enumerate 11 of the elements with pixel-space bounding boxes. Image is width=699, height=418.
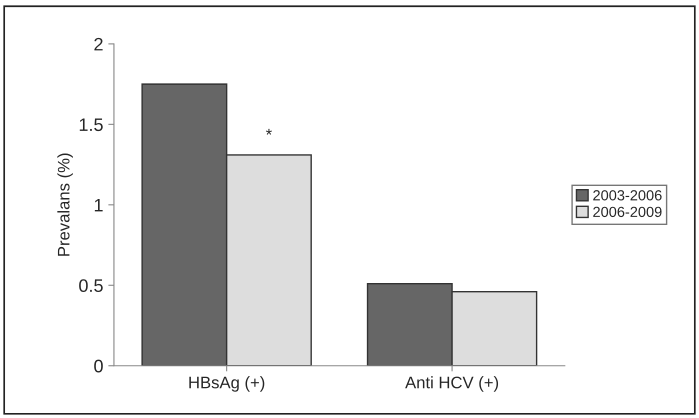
y-tick-label: 2 xyxy=(94,38,103,50)
y-axis-title: Prevalans (%) xyxy=(57,154,73,256)
legend-label: 2006-2009 xyxy=(593,206,662,218)
y-tick-label: 0 xyxy=(94,360,103,372)
y-tick-label: 1.5 xyxy=(80,118,103,132)
y-tick-label: 0.5 xyxy=(79,279,103,292)
x-tick-label: HBsAg (+) xyxy=(189,376,264,392)
annotation: * xyxy=(266,128,272,135)
y-tick-label: 1 xyxy=(94,198,103,212)
legend-label: 2003-2006 xyxy=(593,190,662,200)
x-tick-label: Anti HCV (+) xyxy=(405,376,498,392)
